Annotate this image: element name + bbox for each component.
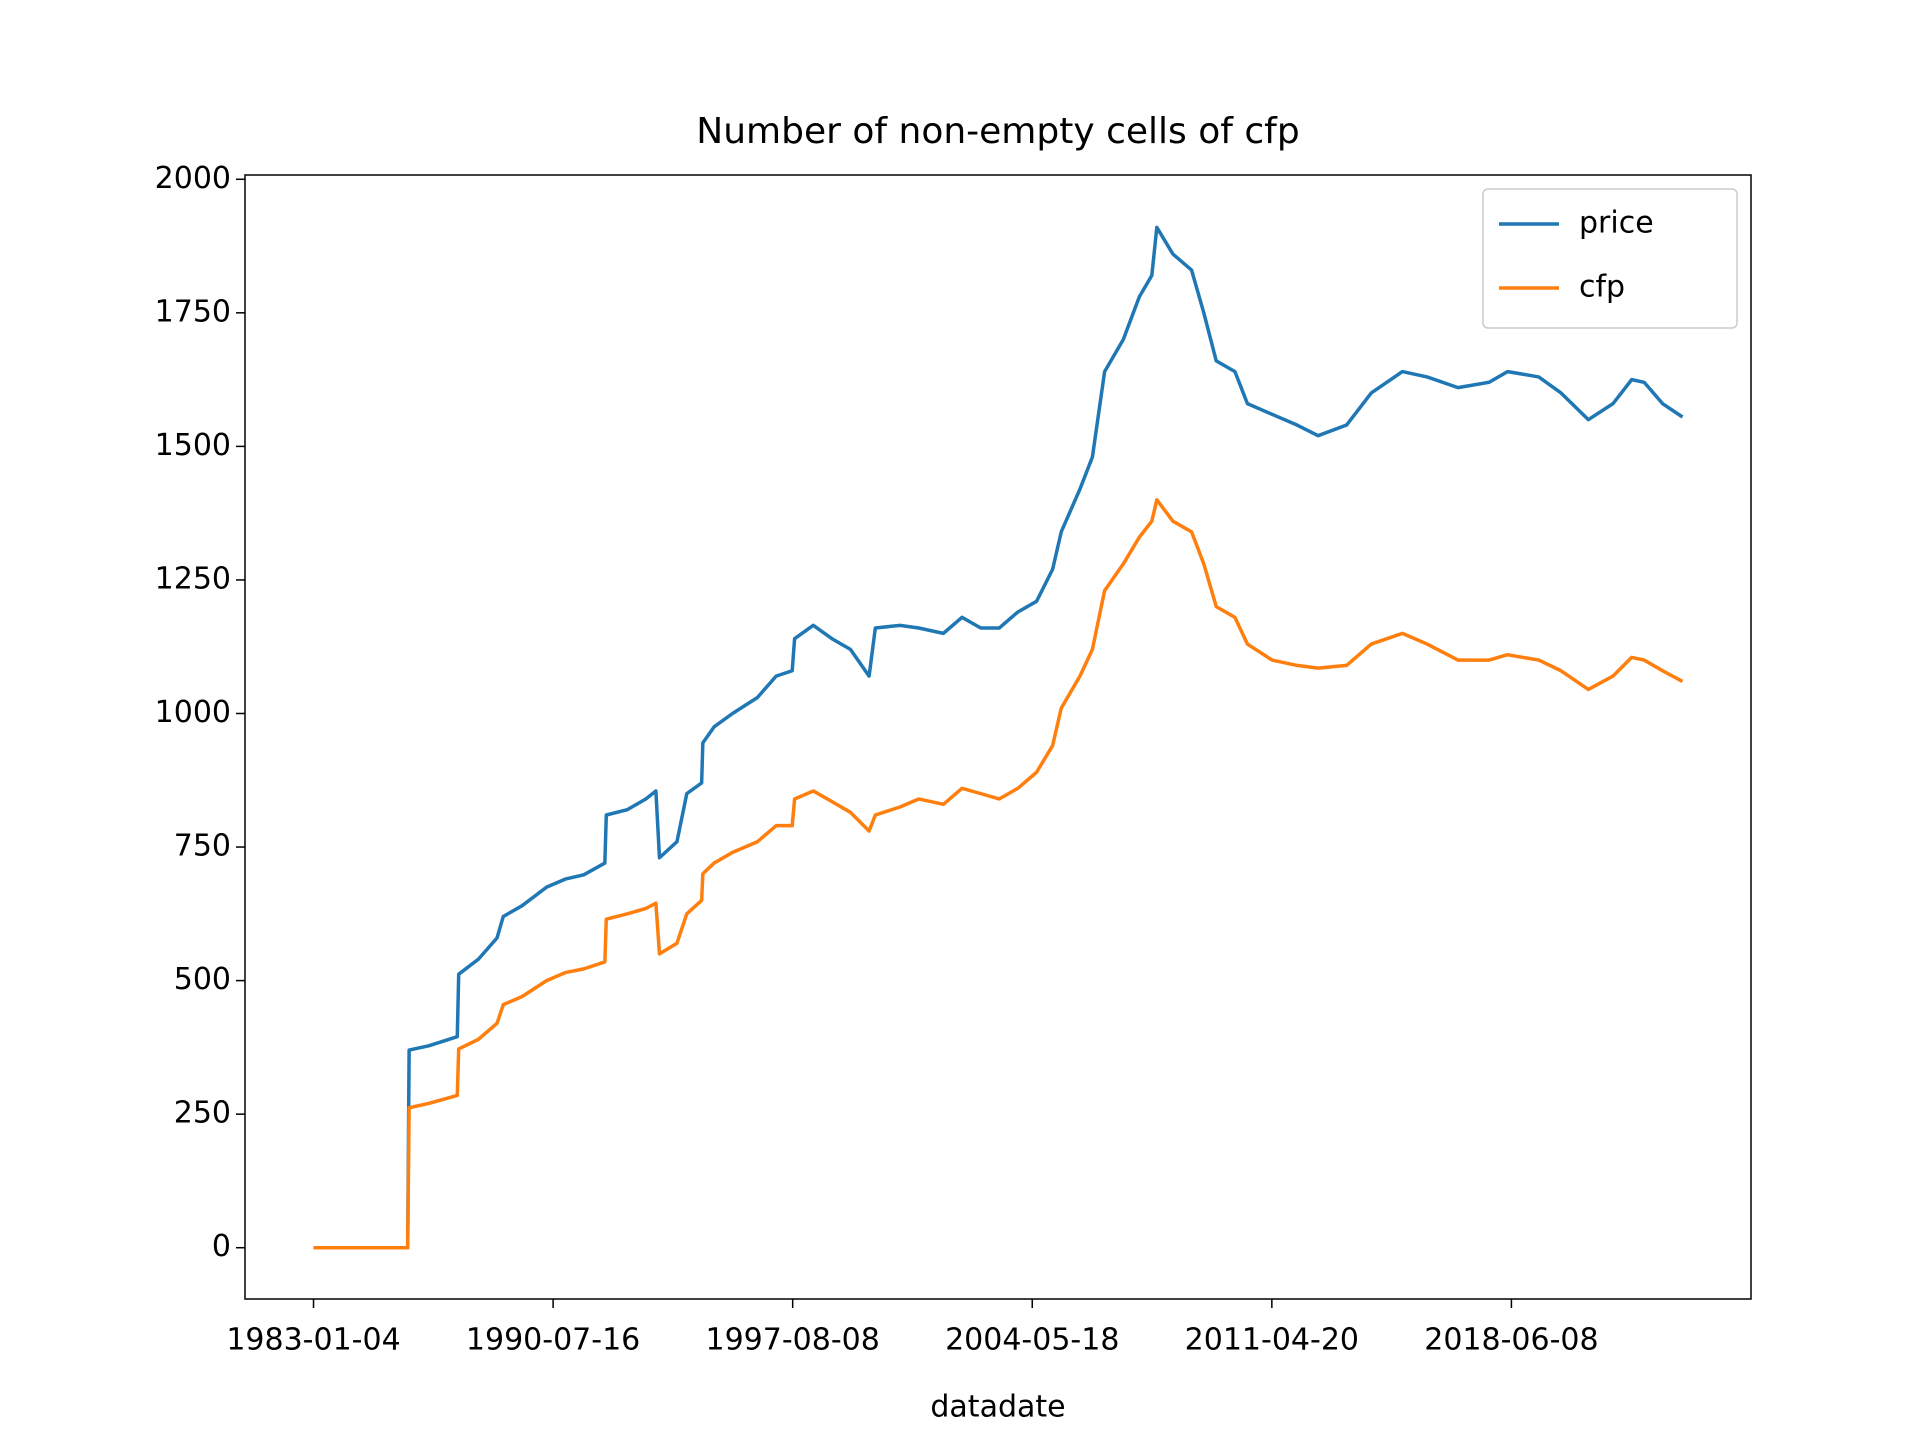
legend-label: price xyxy=(1579,206,1654,241)
x-tick-label: 2004-05-18 xyxy=(945,1323,1119,1358)
y-tick-label: 1000 xyxy=(155,695,231,730)
x-axis-label: datadate xyxy=(930,1390,1065,1425)
x-tick-label: 2011-04-20 xyxy=(1185,1323,1359,1358)
chart-title: Number of non-empty cells of cfp xyxy=(696,111,1299,152)
plot-frame xyxy=(244,174,1752,1300)
x-tick-label: 2018-06-08 xyxy=(1424,1323,1598,1358)
x-tick-label: 1983-01-04 xyxy=(226,1323,400,1358)
y-tick-label: 500 xyxy=(174,962,231,997)
y-tick-label: 0 xyxy=(212,1229,231,1264)
x-tick-label: 1990-07-16 xyxy=(466,1323,640,1358)
y-tick-label: 1250 xyxy=(155,561,231,596)
y-tick-label: 750 xyxy=(174,829,231,864)
line xyxy=(313,225,1684,1250)
line xyxy=(313,498,1684,1250)
legend-label: cfp xyxy=(1579,270,1625,305)
y-tick-label: 2000 xyxy=(155,161,231,196)
y-tick-label: 250 xyxy=(174,1096,231,1131)
x-tick-label: 1997-08-08 xyxy=(706,1323,880,1358)
y-tick-label: 1750 xyxy=(155,294,231,329)
y-tick-label: 1500 xyxy=(155,428,231,463)
